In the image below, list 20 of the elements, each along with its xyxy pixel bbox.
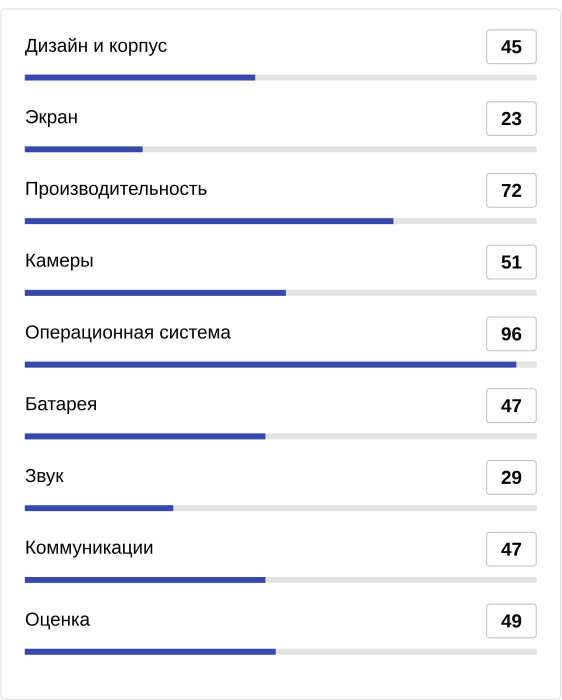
y-tick-label: Экран (26, 110, 77, 128)
y-tick-label: Батарея (26, 397, 96, 414)
y-tick-label: Оценка (26, 612, 90, 630)
bar (25, 505, 174, 512)
data-label: 23 (502, 112, 522, 126)
data-label: 45 (502, 40, 522, 54)
bar (25, 146, 143, 152)
y-tick-label: Дизайн и корпус (25, 38, 167, 56)
data-label: 51 (502, 256, 522, 269)
y-tick-label: Производительность (26, 182, 207, 199)
y-tick-label: Операционная система (26, 325, 232, 342)
data-label: 47 (502, 399, 522, 412)
data-label: 49 (502, 614, 522, 628)
data-label: 96 (502, 327, 522, 341)
data-label: 47 (502, 542, 522, 556)
data-label: 72 (502, 184, 522, 197)
y-tick-label: Камеры (26, 254, 93, 271)
y-tick-label: Звук (26, 468, 64, 486)
y-tick-label: Коммуникации (26, 540, 152, 558)
data-label: 29 (502, 470, 522, 484)
